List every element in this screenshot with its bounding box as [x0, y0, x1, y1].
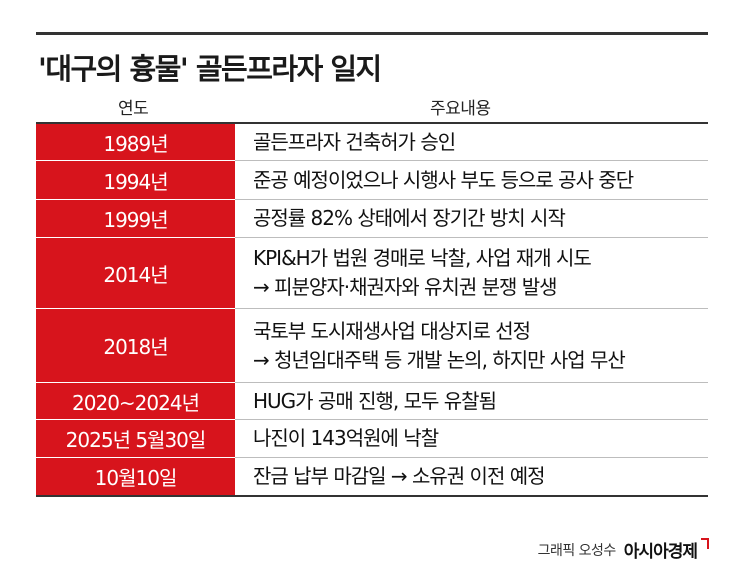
year-cell: 2014년	[36, 238, 235, 309]
content-line: 잔금 납부 마감일 → 소유권 이전 예정	[253, 464, 546, 488]
content-cell: 공정률 82% 상태에서 장기간 방치 시작	[235, 200, 708, 237]
table-row: 2025년 5월30일 나진이 143억원에 낙찰	[36, 420, 708, 458]
content-line: → 피분양자·채권자와 유치권 분쟁 발생	[253, 275, 558, 299]
table-row: 10월10일 잔금 납부 마감일 → 소유권 이전 예정	[36, 458, 708, 495]
credit: 그래픽 오성수 아시아경제	[538, 537, 709, 562]
year-cell: 1989년	[36, 124, 235, 161]
content-cell: 골든프라자 건축허가 승인	[235, 124, 708, 160]
table-row: 2014년 KPI&H가 법원 경매로 낙찰, 사업 재개 시도 → 피분양자·…	[36, 238, 708, 309]
year-cell: 2025년 5월30일	[36, 420, 235, 458]
content-line: 준공 예정이었으나 시행사 부도 등으로 공사 중단	[253, 167, 634, 192]
content-cell: 국토부 도시재생사업 대상지로 선정 → 청년임대주택 등 개발 논의, 하지만…	[235, 309, 708, 382]
content-line: 국토부 도시재생사업 대상지로 선정	[253, 318, 531, 343]
brand-mark-icon	[701, 538, 709, 549]
content-line: 골든프라자 건축허가 승인	[253, 129, 456, 154]
table-row: 1989년 골든프라자 건축허가 승인	[36, 124, 708, 161]
column-header-content: 주요내용	[430, 99, 491, 119]
content-line: 공정률 82% 상태에서 장기간 방치 시작	[253, 206, 566, 230]
top-rule	[36, 32, 708, 35]
content-cell: 나진이 143억원에 낙찰	[235, 420, 708, 457]
content-line: 나진이 143억원에 낙찰	[253, 426, 439, 450]
table-row: 2018년 국토부 도시재생사업 대상지로 선정 → 청년임대주택 등 개발 논…	[36, 309, 708, 383]
table-row: 1999년 공정률 82% 상태에서 장기간 방치 시작	[36, 200, 708, 238]
graphic-credit: 그래픽 오성수	[537, 542, 617, 559]
year-cell: 1999년	[36, 200, 235, 238]
year-cell: 2018년	[36, 309, 235, 383]
table-row: 1994년 준공 예정이었으나 시행사 부도 등으로 공사 중단	[36, 161, 708, 200]
content-cell: HUG가 공매 진행, 모두 유찰됨	[235, 383, 708, 419]
content-cell: KPI&H가 법원 경매로 낙찰, 사업 재개 시도 → 피분양자·채권자와 유…	[235, 238, 708, 308]
content-cell: 준공 예정이었으나 시행사 부도 등으로 공사 중단	[235, 161, 708, 199]
content-cell: 잔금 납부 마감일 → 소유권 이전 예정	[235, 458, 708, 495]
page-title: '대구의 흉물' 골든프라자 일지	[38, 52, 382, 86]
column-header-year: 연도	[118, 99, 149, 119]
year-cell: 2020~2024년	[36, 383, 235, 420]
brand-logo-text: 아시아경제	[623, 542, 698, 562]
table-row: 2020~2024년 HUG가 공매 진행, 모두 유찰됨	[36, 383, 708, 420]
content-line: HUG가 공매 진행, 모두 유찰됨	[253, 388, 497, 413]
content-line: KPI&H가 법원 경매로 낙찰, 사업 재개 시도	[253, 246, 592, 270]
content-line: → 청년임대주택 등 개발 논의, 하지만 사업 무산	[253, 347, 626, 372]
year-cell: 10월10일	[36, 458, 235, 495]
timeline-table: 1989년 골든프라자 건축허가 승인 1994년 준공 예정이었으나 시행사 …	[36, 122, 708, 497]
year-cell: 1994년	[36, 161, 235, 200]
